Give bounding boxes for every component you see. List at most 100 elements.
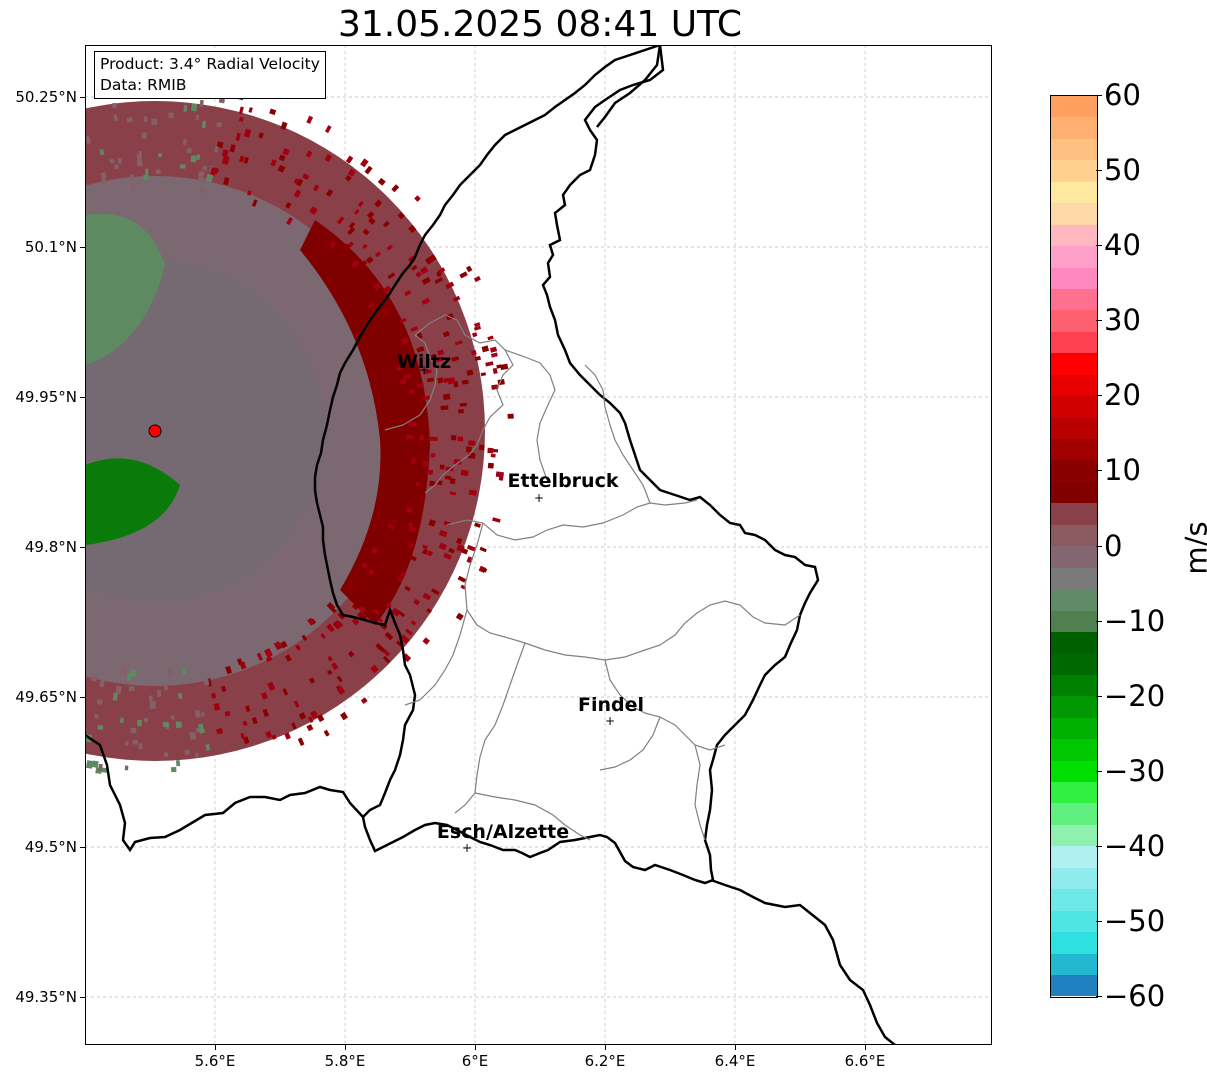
colorbar-tick-label: −60 [1104, 979, 1166, 1013]
colorbar-segment [1051, 546, 1097, 568]
echo-speckle [406, 434, 414, 440]
echo-speckle [443, 552, 452, 560]
echo-speckle [251, 717, 258, 725]
echo-speckle [109, 158, 115, 164]
echo-speckle [126, 673, 132, 681]
echo-speckle [258, 132, 264, 139]
echo-speckle [99, 679, 105, 688]
colorbar-segment [1051, 782, 1097, 804]
echo-speckle [239, 116, 244, 122]
moselle-border [710, 878, 896, 1045]
echo-speckle [364, 165, 373, 175]
lon-tick-label: 5.6°E [194, 1052, 236, 1070]
echo-speckle [435, 356, 444, 363]
echo-speckle [373, 282, 382, 291]
echo-speckle [421, 297, 431, 305]
echo-speckle [391, 518, 399, 525]
echo-speckle [128, 686, 135, 692]
echo-speckle [238, 106, 244, 115]
echo-speckle [445, 281, 455, 290]
colorbar-segment [1051, 867, 1097, 890]
lon-tick [215, 1045, 216, 1050]
colorbar-tick-label: −30 [1104, 753, 1166, 788]
echo-speckle [405, 628, 413, 636]
echo-speckle [167, 668, 174, 677]
lat-tick-label: 49.35°N [15, 988, 77, 1006]
lon-tick [605, 1045, 606, 1050]
echo-speckle [120, 667, 128, 675]
echo-speckle [428, 519, 436, 527]
echo-speckle [361, 562, 369, 570]
country-borders [85, 45, 896, 1045]
colorbar-segment [1051, 181, 1097, 204]
colorbar-segment [1051, 567, 1097, 590]
echo-speckle [323, 729, 330, 737]
city-label: Esch/Alzette [436, 821, 570, 843]
echo-speckle [162, 721, 169, 728]
echo-speckle [414, 195, 421, 202]
echo-speckle [224, 710, 231, 717]
echo-speckle [126, 117, 133, 123]
echo-speckle [301, 634, 308, 641]
colorbar-segment [1051, 374, 1097, 397]
colorbar-tick [1096, 170, 1102, 172]
echo-speckle [282, 688, 289, 696]
echo-speckle [459, 271, 468, 279]
echo-speckle [399, 634, 410, 644]
echo-speckle [400, 378, 407, 385]
echo-speckle [216, 121, 223, 128]
echo-speckle [442, 331, 450, 338]
lat-tick [80, 547, 85, 548]
echo-speckle [262, 708, 269, 717]
echo-speckle [336, 675, 343, 683]
echo-speckle [437, 349, 445, 356]
echo-speckle [94, 713, 99, 719]
echo-speckle [382, 285, 392, 295]
echo-speckle [132, 739, 138, 745]
echo-speckle [240, 732, 245, 739]
echo-speckle [131, 183, 136, 191]
city-markers: + + + + [419, 363, 615, 855]
colorbar-segment [1051, 503, 1097, 525]
luxembourg-border [313, 45, 820, 885]
echo-speckle [362, 243, 368, 250]
echo-speckle [270, 159, 277, 167]
echo-speckle [308, 677, 316, 684]
echo-speckle [91, 674, 98, 682]
german-border-north [596, 45, 662, 128]
echo-speckle [191, 103, 198, 112]
echo-speckle [222, 149, 229, 158]
echo-speckle [367, 302, 375, 309]
echo-speckle [440, 405, 449, 411]
colorbar-tick-label: 20 [1104, 378, 1141, 413]
radar-velocity-echoes [85, 87, 514, 774]
echo-speckle [381, 308, 390, 316]
map-canvas: + + + + [85, 45, 992, 1045]
echo-speckle [447, 377, 456, 385]
echo-speckle [372, 608, 380, 616]
colorbar-segment [1051, 224, 1097, 247]
echo-speckle [203, 678, 210, 686]
echo-speckle [101, 767, 108, 773]
colorbar-tick [1096, 320, 1102, 322]
echo-speckle [387, 523, 395, 530]
echo-speckle [451, 435, 457, 441]
echo-speckle [480, 372, 487, 377]
lat-tick-label: 49.95°N [15, 388, 77, 406]
echo-speckle [163, 752, 169, 758]
echo-speckle [415, 271, 422, 278]
colorbar-tick [1096, 395, 1102, 397]
echo-speckle [458, 409, 464, 414]
echo-speckle [360, 158, 369, 168]
colorbar-segment [1051, 974, 1097, 997]
echo-speckle [119, 717, 124, 724]
echo-speckle [330, 606, 337, 614]
colorbar-tick-label: −50 [1104, 903, 1166, 938]
radar-map[interactable]: + + + + [85, 45, 992, 1045]
echo-speckle [474, 522, 481, 528]
city-marker: + [419, 363, 429, 377]
echo-speckle [360, 697, 368, 705]
echo-speckle [199, 187, 206, 194]
echo-speckle [426, 469, 434, 475]
echo-speckle [305, 150, 313, 158]
